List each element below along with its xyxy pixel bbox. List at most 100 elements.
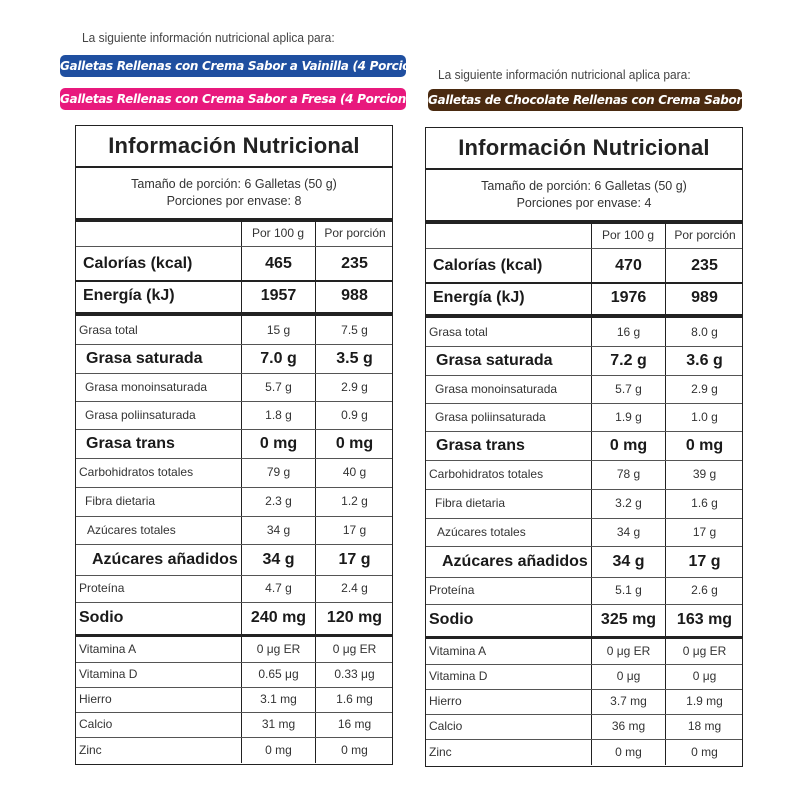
nutrient-row-carbohidratos-totales: Carbohidratos totales 79 g 40 g xyxy=(76,458,392,487)
row-divider xyxy=(426,689,742,690)
value-per-100g: 1.9 g xyxy=(615,410,642,424)
row-divider xyxy=(426,460,742,461)
value-per-100g: 0 mg xyxy=(609,437,648,454)
value-per-100g: 0 μg xyxy=(616,669,641,683)
value-per-serving: 0.33 μg xyxy=(334,667,375,681)
row-divider xyxy=(76,602,392,603)
nutrient-label: Fibra dietaria xyxy=(85,494,156,508)
value-per-serving: 39 g xyxy=(692,467,717,481)
row-divider xyxy=(76,634,392,637)
nutrient-label: Azúcares añadidos xyxy=(442,553,588,570)
nutrient-label: Calorías (kcal) xyxy=(83,255,193,272)
col-header-per-serving: Por porción xyxy=(324,226,386,240)
nutrient-label: Vitamina D xyxy=(429,669,488,683)
nutrient-row-energia-kj: Energía (kJ) 1957 988 xyxy=(76,280,392,312)
row-divider xyxy=(76,544,392,545)
nutrient-label: Grasa poliinsaturada xyxy=(435,410,546,424)
nutrient-label: Proteína xyxy=(429,583,475,597)
row-divider xyxy=(76,401,392,402)
value-per-serving: 2.4 g xyxy=(341,581,368,595)
value-per-serving: 1.6 g xyxy=(691,496,718,510)
nutrient-row-grasa-total: Grasa total 15 g 7.5 g xyxy=(76,316,392,344)
nutrition-panel-left: Información Nutricional Tamaño de porció… xyxy=(75,125,393,765)
nutrient-row-grasa-saturada: Grasa saturada 7.2 g 3.6 g xyxy=(426,346,742,375)
nutrient-row-hierro: Hierro 3.1 mg 1.6 mg xyxy=(76,687,392,712)
nutrient-label: Energía (kJ) xyxy=(433,289,525,306)
nutrient-row-grasa-poliinsaturada: Grasa poliinsaturada 1.9 g 1.0 g xyxy=(426,403,742,431)
row-divider xyxy=(426,346,742,347)
value-per-serving: 1.6 mg xyxy=(336,692,373,706)
value-per-100g: 0 mg xyxy=(265,743,292,757)
row-divider xyxy=(76,687,392,688)
value-per-100g: 16 g xyxy=(616,325,641,339)
nutrient-label: Fibra dietaria xyxy=(435,496,506,510)
product-pill-chocolate: Galletas de Chocolate Rellenas con Crema… xyxy=(428,89,742,111)
nutrient-row-vitamina-a: Vitamina A 0 μg ER 0 μg ER xyxy=(76,637,392,662)
product-pill-fresa: Galletas Rellenas con Crema Sabor a Fres… xyxy=(60,88,406,110)
row-divider xyxy=(426,739,742,740)
nutrient-row-grasa-trans: Grasa trans 0 mg 0 mg xyxy=(426,431,742,460)
row-divider xyxy=(426,489,742,490)
nutrient-label: Zinc xyxy=(429,745,452,759)
value-per-serving: 0 mg xyxy=(691,745,718,759)
value-per-serving: 2.9 g xyxy=(341,380,368,394)
value-per-serving: 17 g xyxy=(342,523,367,537)
value-per-100g: 2.3 g xyxy=(265,494,292,508)
value-per-serving: 1.9 mg xyxy=(686,694,723,708)
value-per-serving: 0.9 g xyxy=(341,408,368,422)
nutrient-label: Azúcares añadidos xyxy=(92,551,238,568)
value-per-100g: 31 mg xyxy=(261,717,296,731)
value-per-serving: 16 mg xyxy=(337,717,372,731)
nutrient-row-azucares-anadidos: Azúcares añadidos 34 g 17 g xyxy=(426,546,742,577)
value-per-100g: 7.0 g xyxy=(260,350,297,367)
value-per-serving: 1.2 g xyxy=(341,494,368,508)
value-per-100g: 34 g xyxy=(616,525,641,539)
row-divider xyxy=(426,714,742,715)
nutrient-row-vitamina-d: Vitamina D 0.65 μg 0.33 μg xyxy=(76,662,392,687)
value-per-serving: 0 μg xyxy=(692,669,717,683)
value-per-100g: 5.1 g xyxy=(615,583,642,597)
serving-size: Tamaño de porción: 6 Galletas (50 g) xyxy=(481,179,687,193)
nutrient-label: Hierro xyxy=(429,694,462,708)
nutrient-label: Hierro xyxy=(79,692,112,706)
value-per-serving: 2.9 g xyxy=(691,382,718,396)
nutrient-row-sodio: Sodio 240 mg 120 mg xyxy=(76,602,392,634)
row-divider xyxy=(76,373,392,374)
nutrient-row-calorias-kcal: Calorías (kcal) 470 235 xyxy=(426,250,742,282)
value-per-100g: 240 mg xyxy=(250,609,307,626)
nutrient-row-grasa-trans: Grasa trans 0 mg 0 mg xyxy=(76,429,392,458)
nutrient-label: Vitamina D xyxy=(79,667,138,681)
nutrient-label: Carbohidratos totales xyxy=(429,467,544,481)
value-per-100g: 465 xyxy=(265,255,292,272)
value-per-100g: 4.7 g xyxy=(265,581,292,595)
nutrient-label: Energía (kJ) xyxy=(83,287,175,304)
nutrient-row-vitamina-a: Vitamina A 0 μg ER 0 μg ER xyxy=(426,639,742,664)
nutrient-label: Grasa saturada xyxy=(436,352,553,369)
nutrition-panel-right: Información Nutricional Tamaño de porció… xyxy=(425,127,743,767)
row-divider xyxy=(426,577,742,578)
row-divider xyxy=(76,575,392,576)
nutrient-row-azucares-anadidos: Azúcares añadidos 34 g 17 g xyxy=(76,544,392,575)
value-per-serving: 163 mg xyxy=(676,611,733,628)
col-header-per-100g: Por 100 g xyxy=(601,228,655,242)
row-divider xyxy=(76,458,392,459)
nutrient-label: Grasa total xyxy=(429,325,488,339)
row-divider xyxy=(76,516,392,517)
nutrient-label: Calcio xyxy=(79,717,113,731)
row-divider xyxy=(426,604,742,605)
nutrient-row-grasa-total: Grasa total 16 g 8.0 g xyxy=(426,318,742,346)
row-divider xyxy=(426,546,742,547)
nutrient-label: Proteína xyxy=(79,581,125,595)
servings-per-container: Porciones por envase: 4 xyxy=(516,196,652,210)
nutrient-row-grasa-poliinsaturada: Grasa poliinsaturada 1.8 g 0.9 g xyxy=(76,401,392,429)
value-per-100g: 78 g xyxy=(616,467,641,481)
value-per-100g: 36 mg xyxy=(611,719,646,733)
col-header-per-100g: Por 100 g xyxy=(251,226,305,240)
nutrient-row-calcio: Calcio 36 mg 18 mg xyxy=(426,714,742,739)
nutrient-row-fibra-dietaria: Fibra dietaria 2.3 g 1.2 g xyxy=(76,487,392,516)
row-divider xyxy=(76,246,392,247)
row-divider xyxy=(426,664,742,665)
row-divider xyxy=(426,636,742,639)
value-per-100g: 34 g xyxy=(266,523,291,537)
nutrient-label: Carbohidratos totales xyxy=(79,465,194,479)
